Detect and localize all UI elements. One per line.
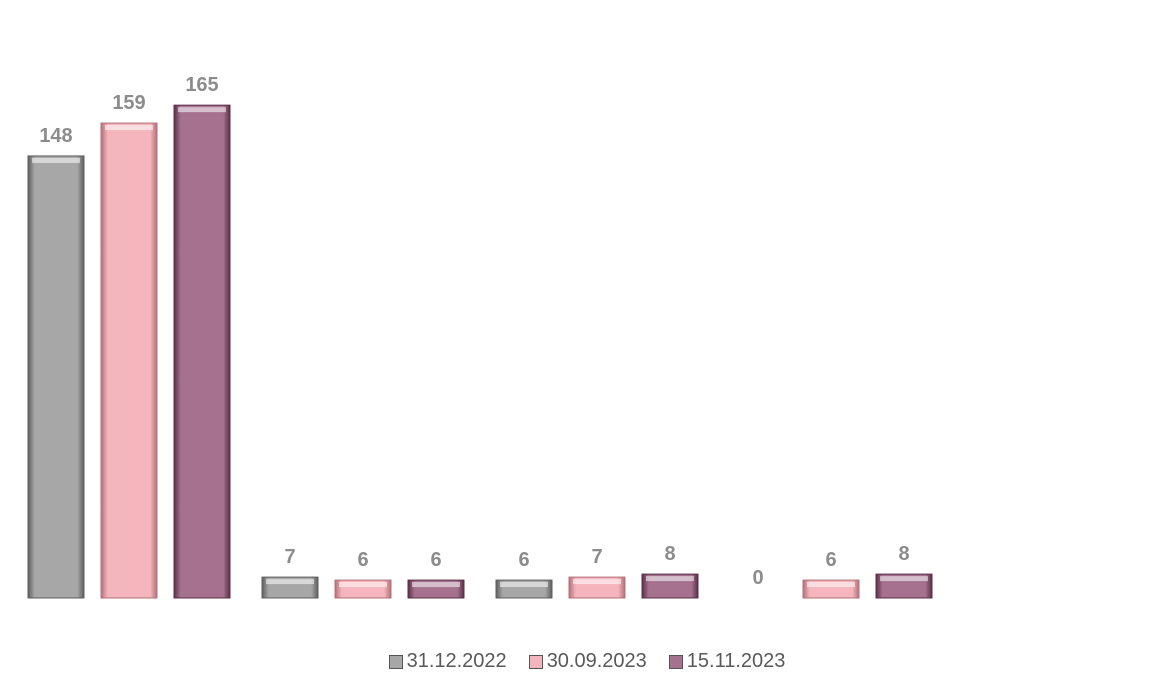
data-label-series-1-group-4: 0 [752,567,763,589]
legend-label-series-1: 31.12.2022 [406,650,507,672]
bar-highlight-series-2-group-4 [807,582,855,588]
bar-chart-plot: 148 159 165 7 6 6 6 7 8 0 6 8 [27,74,933,599]
data-label-series-2-group-3: 7 [591,546,602,568]
data-label-series-1-group-1: 148 [39,125,72,147]
bar-highlight-series-2-group-2 [339,582,387,588]
bar-highlight-series-1-group-2 [266,579,314,585]
data-label-series-1-group-3: 6 [518,549,529,571]
bar-series-2-group-1 [100,122,158,599]
legend-label-series-2: 30.09.2023 [546,650,647,672]
data-label-series-2-group-2: 6 [357,549,368,571]
legend-item-series-1: 31.12.2022 [388,650,507,673]
legend: 31.12.2022 30.09.2023 15.11.2023 [0,650,1174,673]
legend-item-series-3: 15.11.2023 [668,650,786,673]
bar-highlight-series-3-group-2 [412,582,460,588]
bar-highlight-series-3-group-4 [880,576,928,582]
data-label-series-2-group-1: 159 [112,92,145,114]
legend-label-series-3: 15.11.2023 [686,650,786,672]
legend-item-series-2: 30.09.2023 [528,650,647,673]
bar-series-3-group-1 [173,104,231,599]
data-label-series-2-group-4: 6 [825,549,836,571]
data-label-series-3-group-1: 165 [185,74,218,96]
legend-swatch-series-2 [528,654,543,669]
bar-highlight-series-2-group-3 [573,579,621,585]
legend-swatch-series-1 [388,654,403,669]
data-label-series-3-group-2: 6 [430,549,441,571]
data-label-series-3-group-4: 8 [898,543,909,565]
bar-highlight-series-1-group-1 [32,157,80,163]
bar-highlight-series-1-group-3 [500,582,548,588]
bar-highlight-series-3-group-1 [178,107,226,113]
legend-swatch-series-3 [668,654,683,669]
bar-series-1-group-1 [27,155,85,599]
data-label-series-1-group-2: 7 [284,546,295,568]
data-label-series-3-group-3: 8 [664,543,675,565]
bar-highlight-series-3-group-3 [646,576,694,582]
bar-highlight-series-2-group-1 [105,125,153,131]
